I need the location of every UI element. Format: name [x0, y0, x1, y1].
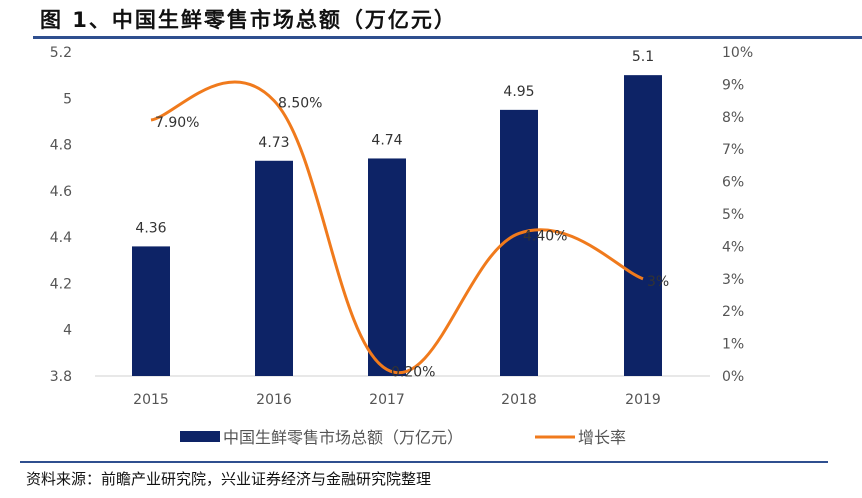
right-tick-label: 4% [722, 239, 744, 255]
right-tick-label: 5% [722, 207, 744, 223]
chart: 3.8 4 4.2 4.4 4.6 4.8 5 5.2 0% 1% 2% 3% 4% 5% 6% 7% 8% 9%… [50, 45, 753, 447]
left-tick-label: 5.2 [50, 45, 72, 61]
bar-2019 [624, 75, 662, 377]
right-tick-label: 8% [722, 110, 744, 126]
x-tick-label: 2018 [501, 392, 537, 408]
bar-data-label: 4.36 [135, 220, 166, 236]
legend-label-bar: 中国生鲜零售市场总额（万亿元） [223, 428, 463, 447]
line-data-label: 3% [647, 274, 669, 290]
line-data-label: 7.90% [155, 115, 199, 131]
left-tick-label: 5 [63, 91, 72, 107]
source-divider [20, 461, 828, 463]
source-note: 资料来源：前瞻产业研究院，兴业证券经济与金融研究院整理 [26, 470, 432, 488]
right-tick-label: 10% [722, 45, 753, 61]
figure-title: 图 1、中国生鲜零售市场总额（万亿元） [40, 8, 457, 32]
right-tick-label: 7% [722, 142, 744, 158]
left-tick-label: 4.6 [50, 184, 72, 200]
x-tick-label: 2016 [256, 392, 292, 408]
bar-2016 [255, 160, 293, 376]
left-tick-label: 4.2 [50, 276, 72, 292]
right-tick-label: 1% [722, 337, 744, 353]
x-tick-label: 2017 [369, 392, 405, 408]
line-data-label: 0.20% [391, 365, 435, 381]
growth-rate-line [150, 80, 644, 374]
bar-data-label: 5.1 [632, 49, 654, 65]
legend-label-line: 增长率 [578, 428, 626, 447]
bar-2017 [368, 158, 406, 376]
bar-data-label: 4.74 [371, 132, 402, 148]
bar-data-label: 4.95 [503, 84, 534, 100]
line-data-label: 4.40% [523, 228, 567, 244]
left-tick-label: 4 [63, 323, 72, 339]
title-divider [33, 36, 862, 39]
left-tick-label: 4.4 [50, 230, 72, 246]
legend-swatch-bar [180, 431, 220, 442]
line-data-label: 8.50% [278, 96, 322, 112]
bar-2018 [500, 109, 538, 376]
right-tick-label: 9% [722, 77, 744, 93]
right-tick-label: 0% [722, 369, 744, 385]
right-tick-label: 2% [722, 304, 744, 320]
legend: 中国生鲜零售市场总额（万亿元） 增长率 [180, 428, 626, 447]
right-tick-label: 6% [722, 175, 744, 191]
bar-2015 [132, 246, 170, 376]
x-tick-label: 2015 [133, 392, 169, 408]
x-tick-label: 2019 [625, 392, 661, 408]
right-tick-label: 3% [722, 272, 744, 288]
bar-data-label: 4.73 [258, 135, 289, 151]
left-tick-label: 4.8 [50, 138, 72, 154]
left-tick-label: 3.8 [50, 369, 72, 385]
